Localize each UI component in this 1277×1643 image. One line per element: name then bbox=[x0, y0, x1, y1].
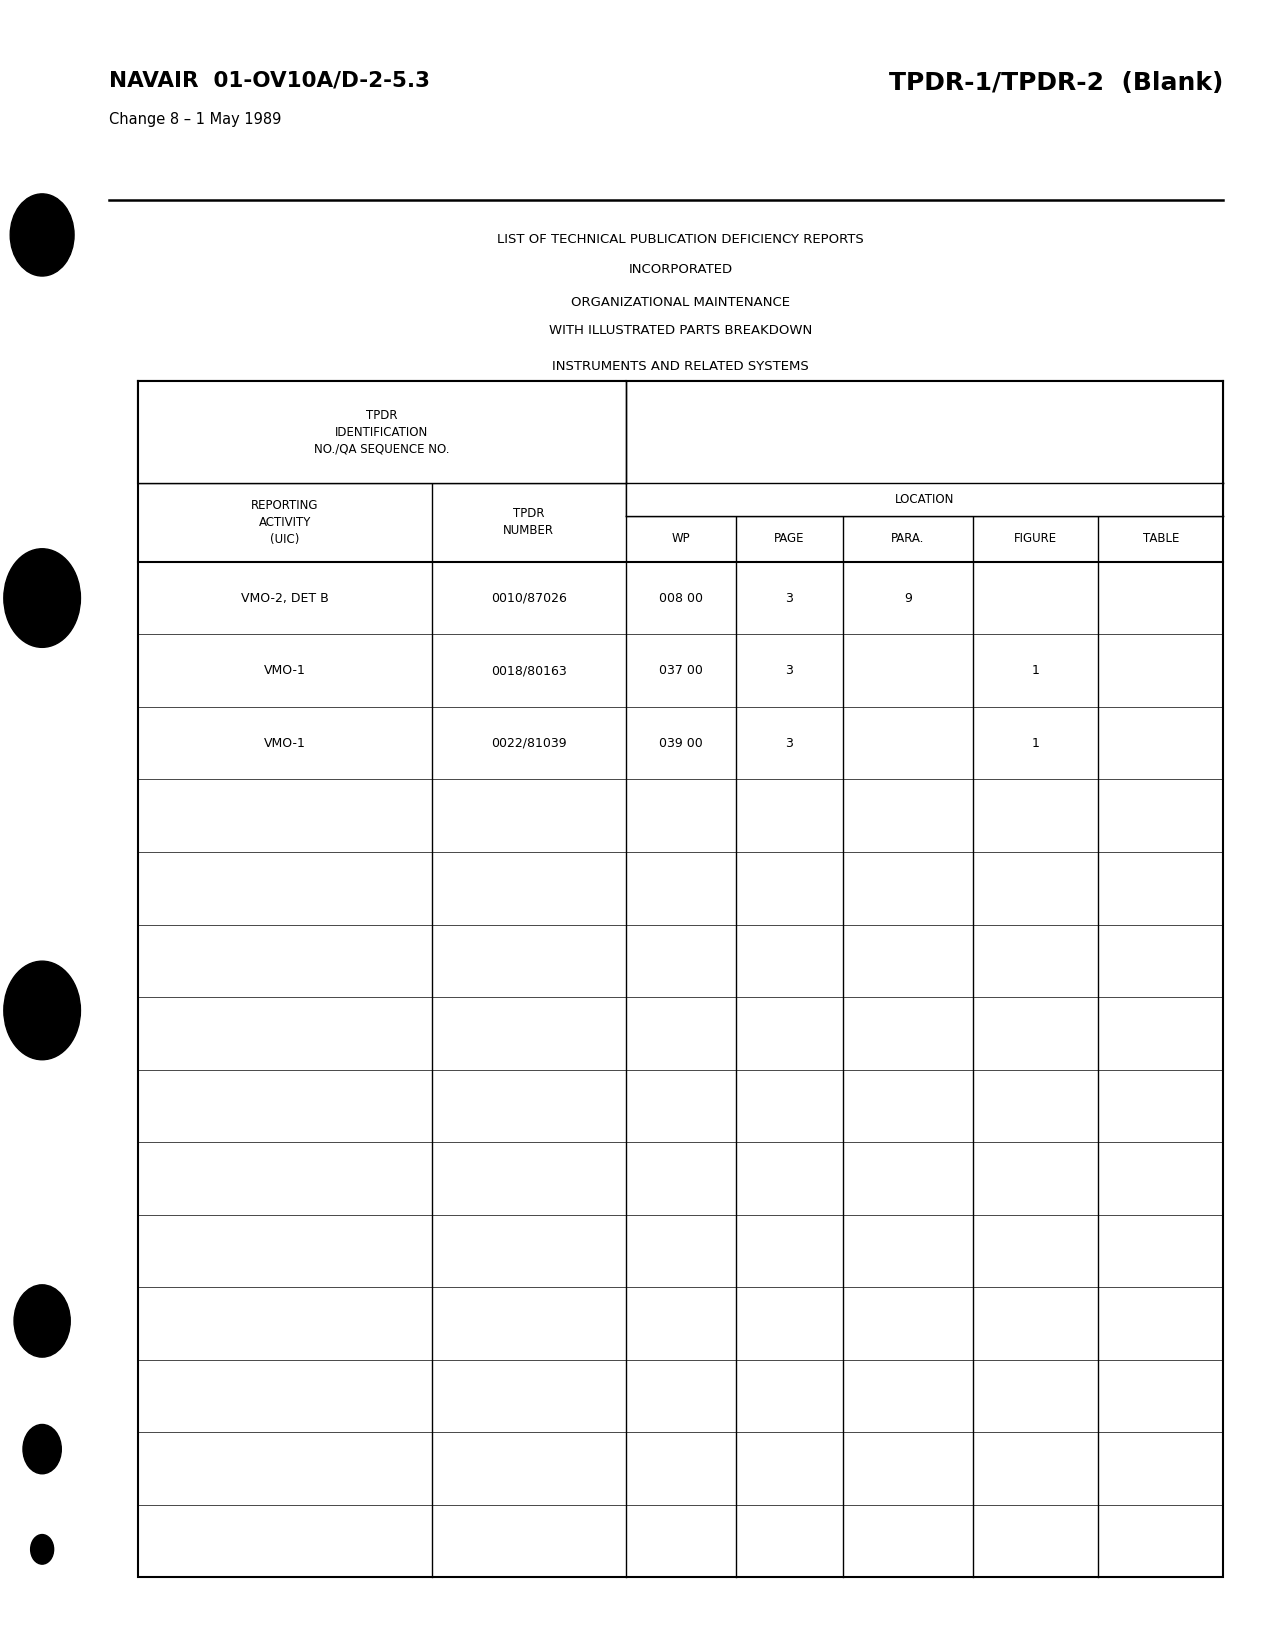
Text: INSTRUMENTS AND RELATED SYSTEMS: INSTRUMENTS AND RELATED SYSTEMS bbox=[552, 360, 810, 373]
Text: FIGURE: FIGURE bbox=[1014, 532, 1057, 545]
Text: 3: 3 bbox=[785, 591, 793, 605]
Text: WP: WP bbox=[672, 532, 690, 545]
Text: WITH ILLUSTRATED PARTS BREAKDOWN: WITH ILLUSTRATED PARTS BREAKDOWN bbox=[549, 324, 812, 337]
Circle shape bbox=[10, 194, 74, 276]
Bar bbox=[138, 381, 626, 483]
Text: 037 00: 037 00 bbox=[659, 664, 702, 677]
Text: 9: 9 bbox=[904, 591, 912, 605]
Bar bbox=[138, 381, 1223, 1577]
Text: LOCATION: LOCATION bbox=[895, 493, 954, 506]
Text: INCORPORATED: INCORPORATED bbox=[628, 263, 733, 276]
Circle shape bbox=[4, 961, 80, 1060]
Text: TABLE: TABLE bbox=[1143, 532, 1179, 545]
Text: TPDR
IDENTIFICATION
NO./QA SEQUENCE NO.: TPDR IDENTIFICATION NO./QA SEQUENCE NO. bbox=[314, 409, 450, 455]
Text: TPDR-1/TPDR-2  (Blank): TPDR-1/TPDR-2 (Blank) bbox=[889, 71, 1223, 95]
Bar bbox=[626, 483, 1223, 516]
Text: Change 8 – 1 May 1989: Change 8 – 1 May 1989 bbox=[109, 112, 281, 127]
Text: ORGANIZATIONAL MAINTENANCE: ORGANIZATIONAL MAINTENANCE bbox=[571, 296, 790, 309]
Text: PAGE: PAGE bbox=[774, 532, 805, 545]
Circle shape bbox=[23, 1424, 61, 1474]
Bar bbox=[626, 381, 1223, 483]
Text: 1: 1 bbox=[1032, 664, 1039, 677]
Text: 3: 3 bbox=[785, 664, 793, 677]
Circle shape bbox=[14, 1285, 70, 1357]
Text: VMO-1: VMO-1 bbox=[264, 736, 305, 749]
Text: 0022/81039: 0022/81039 bbox=[490, 736, 567, 749]
Text: 1: 1 bbox=[1032, 736, 1039, 749]
Text: PARA.: PARA. bbox=[891, 532, 925, 545]
Text: NAVAIR  01-OV10A/D-2-5.3: NAVAIR 01-OV10A/D-2-5.3 bbox=[109, 71, 429, 90]
Text: LIST OF TECHNICAL PUBLICATION DEFICIENCY REPORTS: LIST OF TECHNICAL PUBLICATION DEFICIENCY… bbox=[497, 233, 865, 246]
Text: VMO-2, DET B: VMO-2, DET B bbox=[241, 591, 328, 605]
Text: 3: 3 bbox=[785, 736, 793, 749]
Text: TPDR
NUMBER: TPDR NUMBER bbox=[503, 508, 554, 537]
Text: 0010/87026: 0010/87026 bbox=[490, 591, 567, 605]
Text: VMO-1: VMO-1 bbox=[264, 664, 305, 677]
Text: 039 00: 039 00 bbox=[659, 736, 702, 749]
Circle shape bbox=[4, 549, 80, 647]
Text: 008 00: 008 00 bbox=[659, 591, 702, 605]
Text: REPORTING
ACTIVITY
(UIC): REPORTING ACTIVITY (UIC) bbox=[252, 499, 318, 545]
Text: 0018/80163: 0018/80163 bbox=[490, 664, 567, 677]
Circle shape bbox=[31, 1535, 54, 1564]
